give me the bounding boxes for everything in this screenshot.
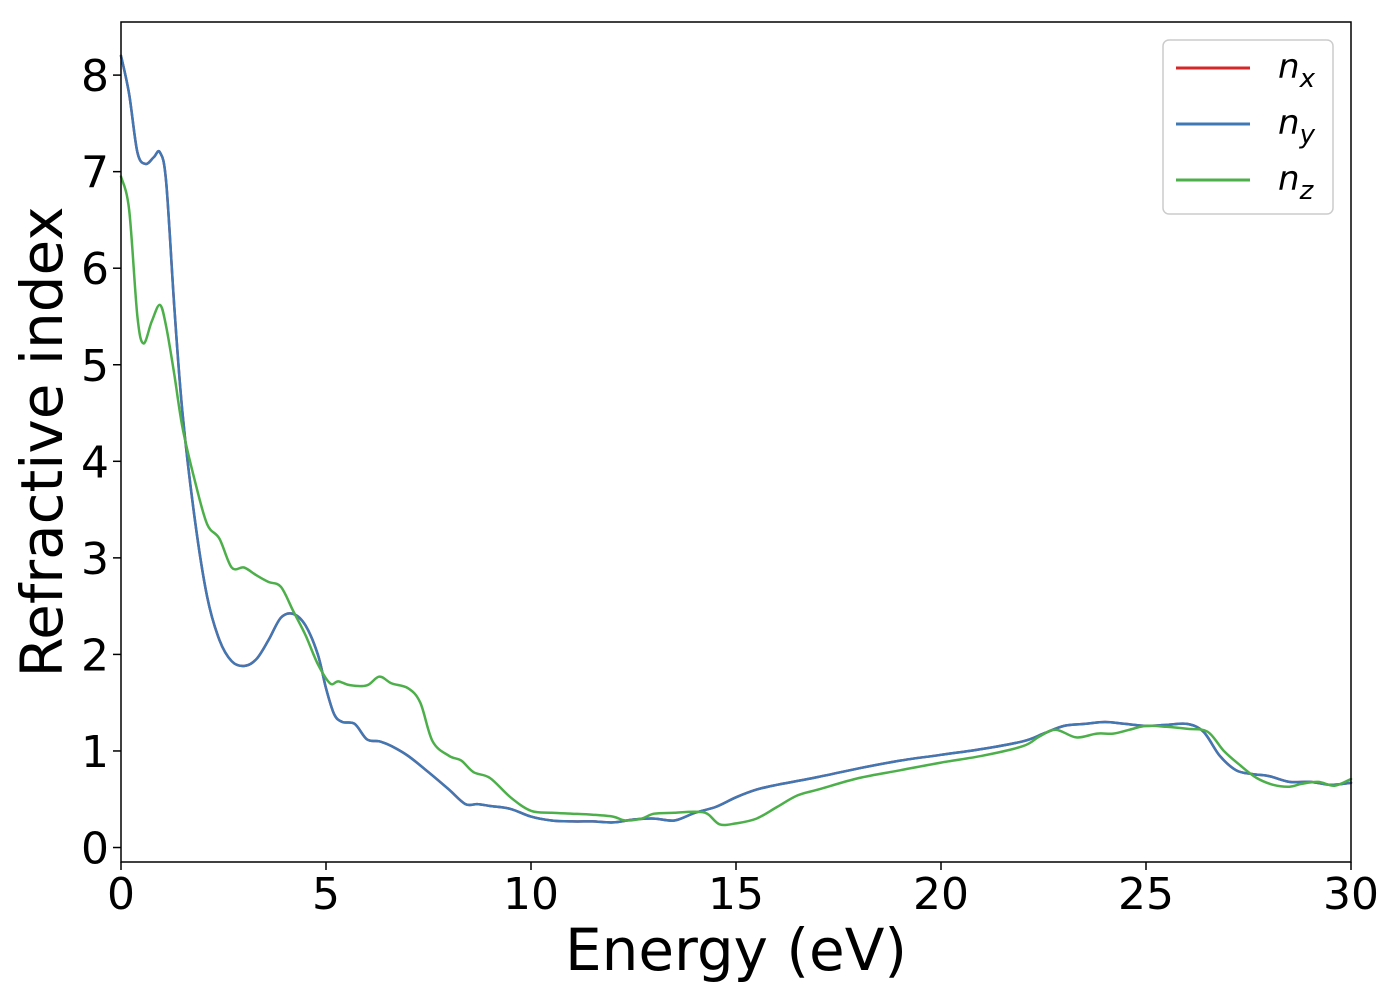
x-tick-label: 25: [1118, 869, 1174, 920]
legend: nx ny nz: [1162, 39, 1334, 215]
y-tick-label: 5: [81, 341, 109, 392]
y-axis-title: Refractive index: [8, 206, 76, 677]
x-axis-ticks: 0 5 10 15 20 25 30: [107, 862, 1379, 920]
y-tick-label: 2: [81, 630, 109, 681]
legend-box: [1162, 39, 1334, 215]
series-layer: [119, 54, 1353, 827]
legend-label-z: nz: [1278, 159, 1315, 206]
legend-label-y: ny: [1278, 103, 1316, 150]
x-tick-label: 5: [312, 869, 340, 920]
plot-background: [121, 22, 1351, 862]
x-axis-title: Energy (eV): [565, 916, 907, 984]
x-tick-label: 10: [503, 869, 559, 920]
y-tick-label: 1: [81, 727, 109, 778]
legend-label-x: nx: [1278, 47, 1316, 94]
y-tick-label: 4: [81, 437, 109, 488]
y-tick-label: 6: [81, 244, 109, 295]
x-tick-label: 0: [107, 869, 135, 920]
x-tick-label: 20: [913, 869, 969, 920]
y-tick-label: 7: [81, 148, 109, 199]
series-line-y: [119, 54, 1353, 824]
y-tick-label: 8: [81, 51, 109, 102]
y-axis-ticks: 0 1 2 3 4 5 6 7 8: [81, 51, 121, 875]
x-tick-label: 15: [708, 869, 764, 920]
y-tick-label: 3: [81, 534, 109, 585]
y-tick-label: 0: [81, 824, 109, 875]
x-tick-label: 30: [1323, 869, 1379, 920]
series-line-z: [119, 175, 1353, 827]
